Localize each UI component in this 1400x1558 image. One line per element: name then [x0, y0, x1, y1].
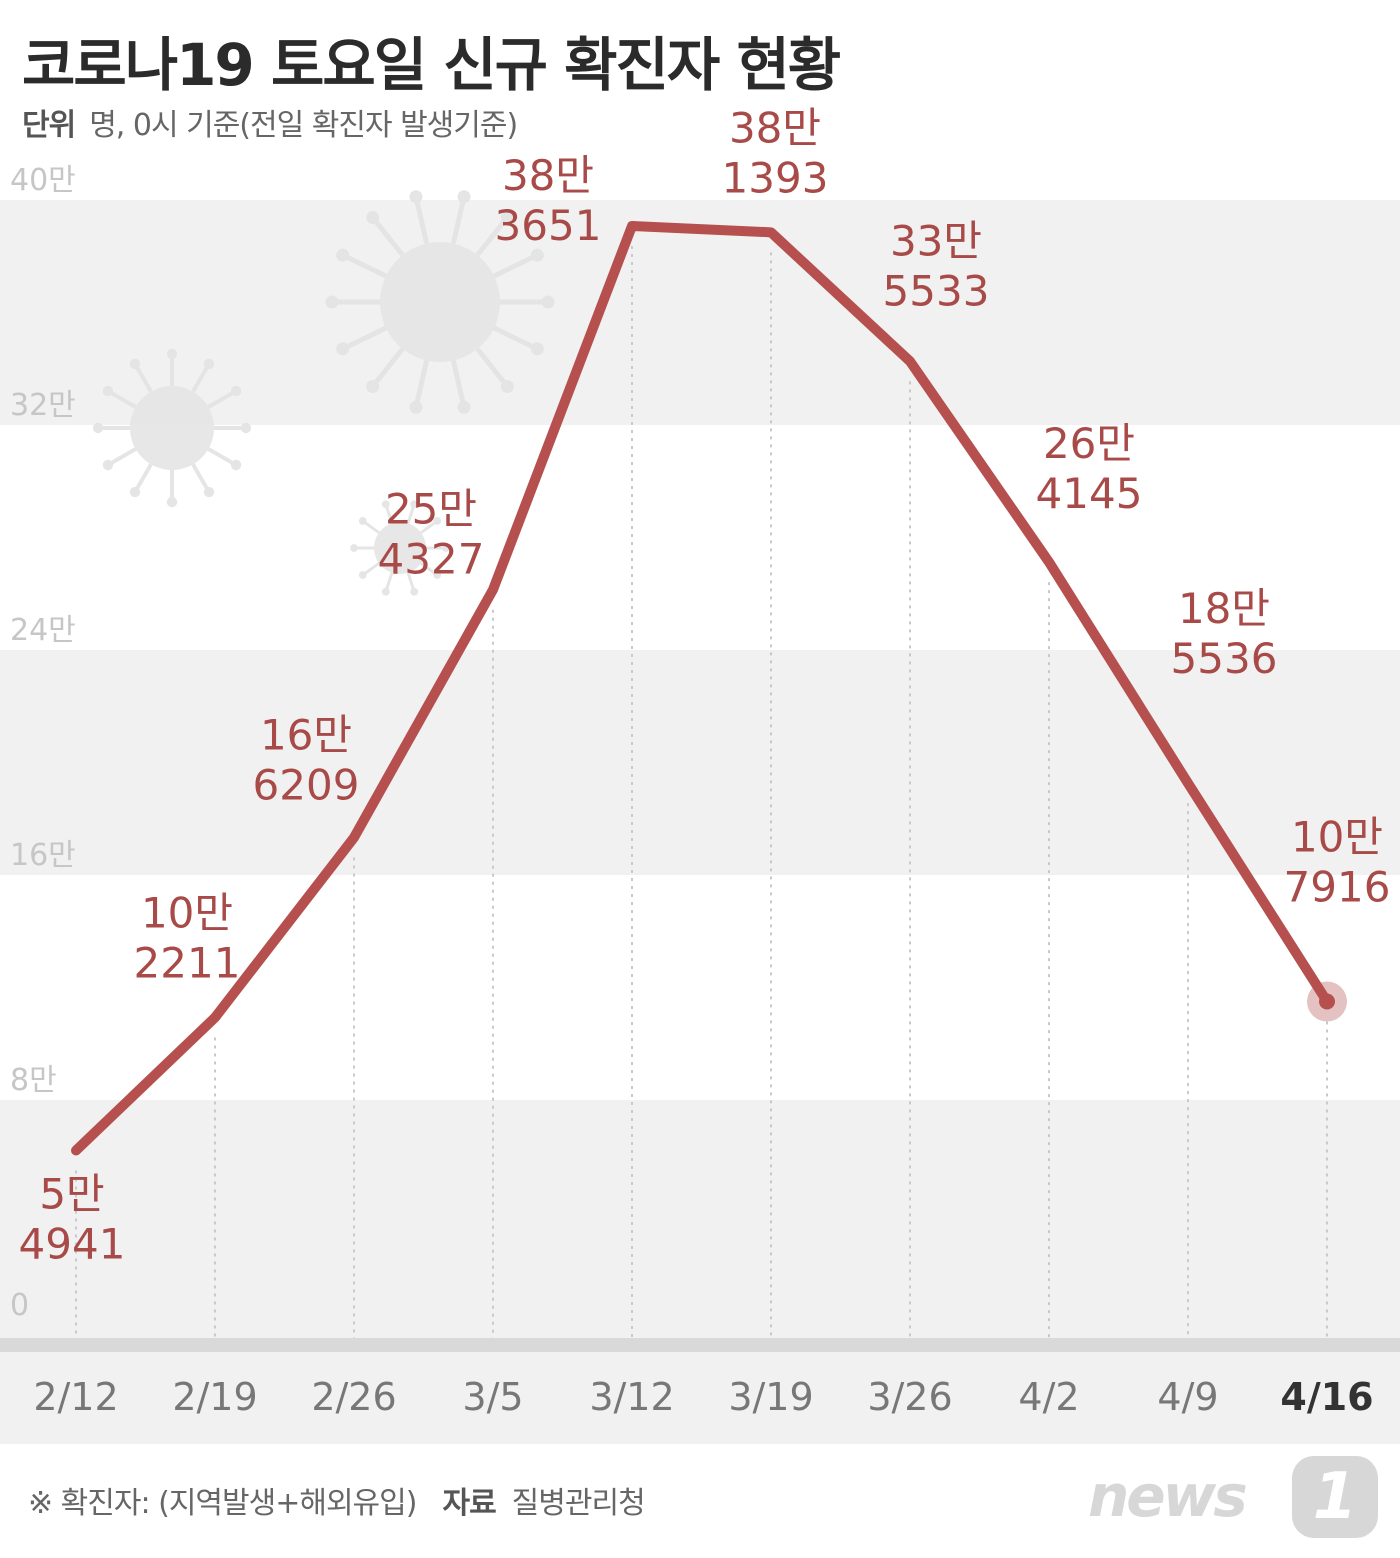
y-tick-label: 24만: [10, 613, 76, 648]
logo-text: news: [1088, 1462, 1248, 1530]
value-label-bottom: 4941: [19, 1219, 126, 1268]
value-label-top: 10만: [141, 889, 233, 938]
y-tick-label: 32만: [10, 388, 76, 423]
value-label-top: 10만: [1291, 812, 1383, 861]
footer: ※ 확진자: (지역발생+해외유입) 자료 질병관리청: [28, 1478, 646, 1522]
series-line: [71, 220, 1347, 1156]
value-label-top: 18만: [1178, 584, 1270, 633]
unit-label: 단위: [22, 108, 76, 143]
x-tick-label: 3/12: [589, 1375, 674, 1419]
y-tick-label: 8만: [10, 1063, 57, 1098]
grid-band: [0, 1100, 1400, 1341]
value-label-bottom: 5536: [1171, 634, 1278, 683]
value-label-bottom: 1393: [722, 153, 829, 202]
x-tick-label: 2/19: [172, 1375, 257, 1419]
x-tick-label: 3/5: [462, 1375, 523, 1419]
value-label-top: 38만: [502, 151, 594, 200]
value-label-bottom: 4327: [378, 535, 485, 584]
x-tick-label: 3/19: [728, 1375, 813, 1419]
x-tick-label: 2/26: [311, 1375, 396, 1419]
source-label: 자료: [442, 1486, 496, 1521]
x-tick-label: 3/26: [867, 1375, 952, 1419]
logo-mark: 1: [1292, 1456, 1378, 1538]
x-tick-label: 4/2: [1018, 1375, 1079, 1419]
virus-illustrations: [92, 190, 555, 596]
virus-icon: [325, 190, 555, 414]
y-tick-label: 16만: [10, 838, 76, 873]
news1-logo: news 1: [1088, 1456, 1378, 1538]
value-label-bottom: 3651: [495, 201, 602, 250]
y-tick-label: 40만: [10, 163, 76, 198]
chart-title: 코로나19 토요일 신규 확진자 현황: [22, 31, 841, 99]
value-label-top: 38만: [729, 103, 821, 152]
x-tick-label: 2/12: [33, 1375, 118, 1419]
value-label-bottom: 5533: [883, 266, 990, 315]
value-label-bottom: 2211: [134, 939, 241, 988]
x-tick-label: 4/16: [1280, 1375, 1373, 1419]
value-label-top: 16만: [260, 711, 352, 760]
x-tick-label: 4/9: [1157, 1375, 1218, 1419]
line-chart: 0 8만 16만 24만 32만 40만 2/12 2/19 2/26 3/5 3/12 3/19 3…: [0, 103, 1400, 1444]
x-axis-strip: [0, 1352, 1400, 1444]
x-axis: 2/12 2/19 2/26 3/5 3/12 3/19 3/26 4/2 4/9 4/16: [33, 1375, 1373, 1419]
background-bands: [0, 200, 1400, 1444]
value-label-top: 25만: [385, 485, 477, 534]
value-label-top: 5만: [39, 1169, 104, 1218]
source-text: 질병관리청: [511, 1486, 646, 1521]
value-label-top: 33만: [890, 216, 982, 265]
dotted-guides: [75, 245, 1328, 1338]
unit-text: 명, 0시 기준(전일 확진자 발생기준): [89, 108, 518, 143]
series-line-path: [71, 220, 1332, 1156]
grid-band: [0, 650, 1400, 875]
x-axis-bar: [0, 1338, 1400, 1352]
y-tick-label: 0: [10, 1288, 29, 1323]
virus-icon: [92, 348, 252, 508]
y-axis-labels: 0 8만 16만 24만 32만 40만: [10, 163, 76, 1323]
value-labels: 5만494110만221116만620925만432738만365138만139…: [19, 103, 1391, 1268]
unit-note: 단위 명, 0시 기준(전일 확진자 발생기준): [22, 100, 518, 144]
value-label-top: 26만: [1043, 419, 1135, 468]
footer-note: ※ 확진자: (지역발생+해외유입): [28, 1486, 417, 1521]
last-point-marker: [1319, 993, 1335, 1010]
value-label-bottom: 4145: [1036, 469, 1143, 518]
virus-icon: [350, 500, 450, 596]
value-label-bottom: 7916: [1284, 862, 1391, 911]
value-label-bottom: 6209: [253, 761, 360, 810]
